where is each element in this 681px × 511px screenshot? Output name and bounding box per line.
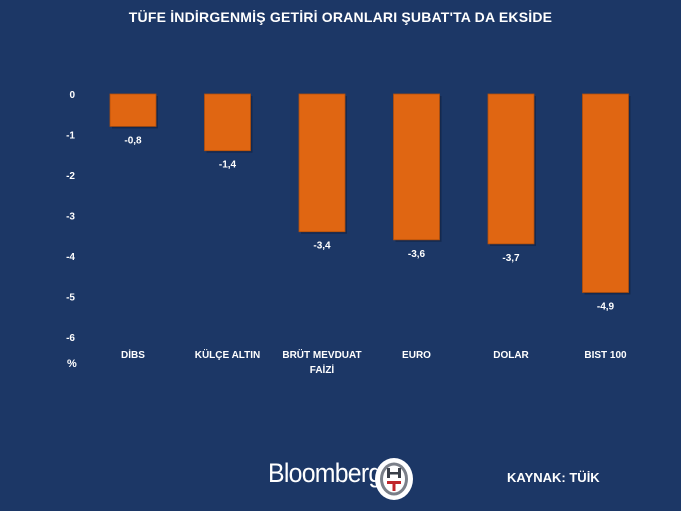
data-label: -3,7	[502, 253, 520, 264]
bar	[582, 93, 629, 293]
bar	[487, 93, 535, 245]
data-label: -3,6	[408, 249, 426, 260]
x-axis: DİBS KÜLÇE ALTIN BRÜT MEVDUAT FAİZİ EURO DOLA…	[121, 348, 627, 376]
chart-title: TÜFE İNDİRGENMİŞ GETİRİ ORANLARI ŞUBAT'T…	[128, 9, 553, 25]
unit-label: %	[67, 358, 77, 370]
bar	[109, 93, 157, 127]
bar-series	[109, 93, 631, 295]
bar	[298, 93, 346, 233]
bloomberg-logo: Bloomberg	[268, 458, 382, 488]
data-label: -0,8	[124, 135, 142, 146]
data-label: -3,4	[313, 241, 331, 252]
data-label: -4,9	[597, 301, 615, 312]
source-label: KAYNAK: TÜİK	[507, 470, 600, 485]
ht-logo-icon	[375, 458, 413, 500]
y-tick-label: 0	[69, 90, 75, 101]
bar	[393, 93, 440, 241]
x-tick-label: KÜLÇE ALTIN	[195, 348, 261, 361]
x-tick-label: DOLAR	[493, 350, 529, 361]
x-tick-label: FAİZİ	[310, 363, 335, 376]
x-tick-label: EURO	[402, 350, 431, 361]
x-tick-label: DİBS	[121, 348, 145, 361]
data-label: -1,4	[219, 160, 237, 171]
value-labels: -0,8 -1,4 -3,4 -3,6 -3,7 -4,9	[124, 135, 614, 312]
y-tick-label: -5	[66, 293, 75, 304]
y-axis: 0 -1 -2 -3 -4 -5 -6	[66, 90, 75, 344]
y-tick-label: -6	[66, 333, 75, 344]
y-tick-label: -2	[66, 171, 75, 182]
y-tick-label: -1	[66, 131, 75, 142]
bar	[204, 93, 251, 152]
y-tick-label: -3	[66, 212, 75, 223]
x-tick-label: BRÜT MEVDUAT	[282, 348, 361, 361]
y-tick-label: -4	[66, 252, 75, 263]
x-tick-label: BIST 100	[584, 350, 627, 361]
